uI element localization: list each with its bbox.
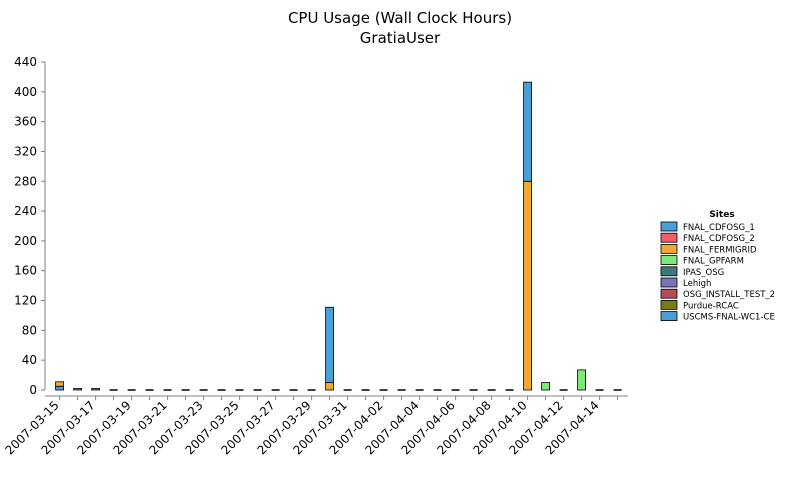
legend-swatch [660,277,678,288]
bar-segment-fnal-cdfosg-1 [91,388,100,391]
legend-label: Purdue-RCAC [683,301,739,311]
y-tick-label: 240 [14,204,37,218]
chart-subtitle: GratiaUser [360,29,441,47]
legend-swatch [660,266,678,277]
legend-label: USCMS-FNAL-WC1-CE [683,313,775,323]
legend-swatch [660,221,678,232]
y-tick-label: 400 [14,85,37,99]
legend-label: Lehigh [683,279,711,289]
legend-swatch [660,299,678,310]
legend-swatch [660,288,678,299]
bar-segment-uscms-fnal-wc1-ce [523,81,532,182]
y-tick-label: 80 [22,323,37,337]
x-axis: 2007-03-152007-03-172007-03-192007-03-21… [3,395,628,457]
y-tick-label: 200 [14,234,37,248]
bar-segment-fnal-fermigrid [523,180,532,391]
y-tick-label: 440 [14,55,37,69]
y-axis: 0 40 80 120 160 200 240 280 320 360 400 440 [14,55,46,397]
legend-label: FNAL_FERMIGRID [683,245,757,255]
legend-label: FNAL_CDFOSG_2 [683,234,755,244]
y-tick-label: 120 [14,294,37,308]
y-tick-label: 320 [14,144,37,158]
legend-label: FNAL_GPFARM [683,257,744,267]
y-tick-label: 40 [22,353,37,367]
bar-segment-fnal-cdfosg-1 [55,385,64,391]
bar-segment-fnal-fermigrid [325,382,335,391]
legend: Sites FNAL_CDFOSG_1FNAL_CDFOSG_2FNAL_FER… [660,210,775,323]
chart-title: CPU Usage (Wall Clock Hours) [288,9,512,27]
bars [55,81,622,391]
y-tick-label: 280 [14,174,37,188]
bar-segment-fnal-cdfosg-1 [73,388,82,391]
legend-swatch [660,243,678,254]
bar-segment-fnal-gpfarm [577,369,586,391]
y-tick-label: 160 [14,264,37,278]
legend-label: IPAS_OSG [683,268,724,278]
legend-swatch [660,255,678,266]
bar-segment-uscms-fnal-wc1-ce [325,306,335,383]
legend-swatch [660,311,678,322]
bar-segment-fnal-fermigrid [55,381,64,387]
bar-segment-fnal-gpfarm [541,382,550,391]
legend-label: FNAL_CDFOSG_1 [683,223,755,233]
y-tick-label: 0 [29,383,37,397]
legend-label: OSG_INSTALL_TEST_2 [683,290,775,300]
y-tick-label: 360 [14,115,37,129]
legend-title: Sites [709,210,734,220]
legend-swatch [660,232,678,243]
